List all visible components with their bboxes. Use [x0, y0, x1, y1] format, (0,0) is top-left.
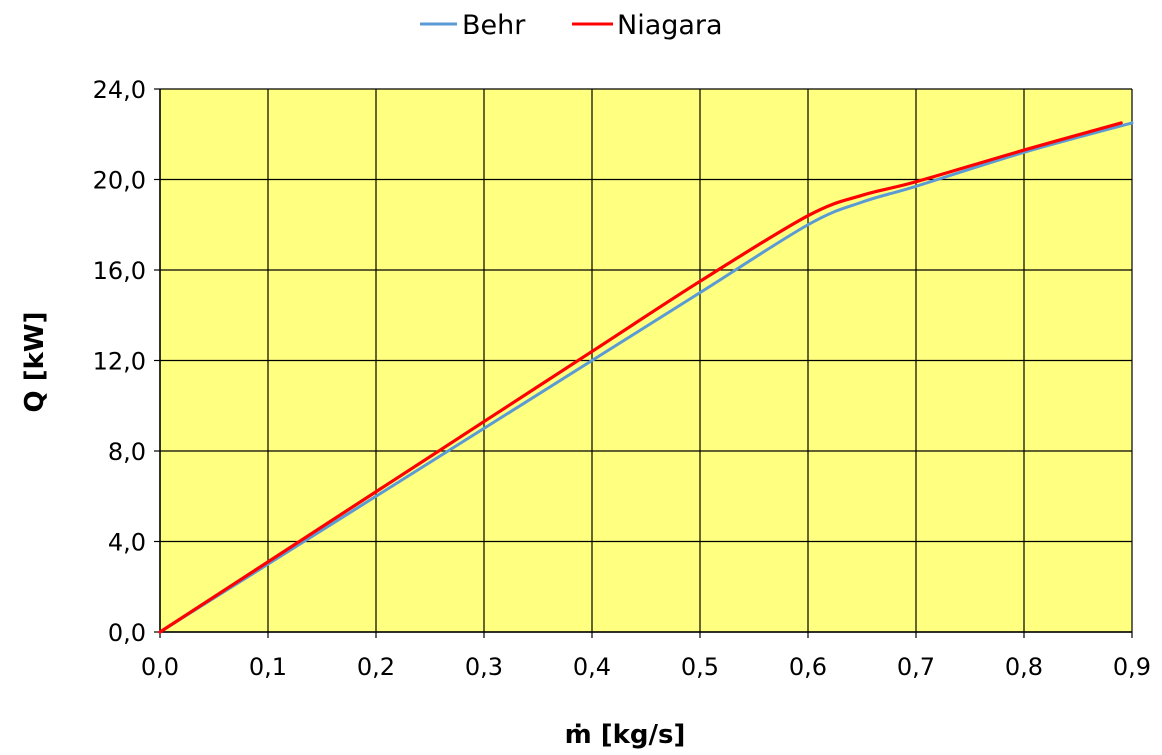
x-tick-label: 0,3	[465, 653, 503, 681]
y-axis-title: Q [kW]	[20, 312, 50, 413]
x-tick-labels: 0,0 0,1 0,2 0,3 0,4 0,5 0,6 0,7 0,8 0,9	[141, 653, 1151, 681]
legend-label-niagara: Niagara	[617, 10, 723, 41]
series-line-behr	[158, 121, 1134, 634]
x-tick-label: 0,2	[357, 653, 395, 681]
y-tick-label: 24,0	[93, 76, 146, 104]
x-tick-label: 0,9	[1113, 653, 1151, 681]
y-tick-label: 8,0	[108, 438, 146, 466]
y-tick-label: 12,0	[93, 348, 146, 376]
y-tick-labels: 0,0 4,0 8,0 12,0 16,0 20,0 24,0	[93, 76, 146, 647]
x-tick-label: 0,8	[1005, 653, 1043, 681]
legend-label-behr: Behr	[462, 10, 526, 41]
x-tick-label: 0,7	[897, 653, 935, 681]
y-tick-label: 16,0	[93, 257, 146, 285]
x-tick-label: 0,6	[789, 653, 827, 681]
x-tick-label: 0,4	[573, 653, 611, 681]
y-tick-label: 4,0	[108, 529, 146, 557]
y-tick-label: 0,0	[108, 619, 146, 647]
axes	[154, 88, 1133, 638]
x-tick-label: 0,0	[141, 653, 179, 681]
x-tick-label: 0,1	[249, 653, 287, 681]
series-layer	[158, 121, 1134, 634]
x-axis-title: ṁ [kg/s]	[565, 720, 686, 750]
x-tick-label: 0,5	[681, 653, 719, 681]
legend: Behr Niagara	[420, 10, 723, 41]
series-line-niagara	[158, 121, 1123, 634]
y-tick-label: 20,0	[93, 167, 146, 195]
